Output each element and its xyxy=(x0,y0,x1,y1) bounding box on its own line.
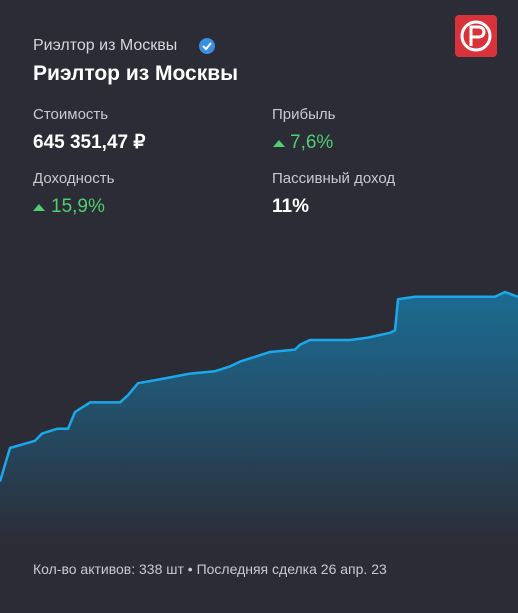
footer: Кол-во активов: 338 шт • Последняя сделк… xyxy=(33,561,387,577)
area xyxy=(0,292,518,545)
stat-value: 645 351,47 ₽ xyxy=(33,132,146,153)
subtitle: Риэлтор из Москвы xyxy=(33,37,178,54)
stat-label: Прибыль xyxy=(272,106,336,123)
title: Риэлтор из Москвы xyxy=(33,62,239,85)
stat-value: 11% xyxy=(272,196,309,217)
stat-label: Доходность xyxy=(33,170,115,187)
stat-value: 15,9% xyxy=(51,196,105,217)
stat-label: Стоимость xyxy=(33,106,109,123)
line xyxy=(0,290,518,482)
stat-label: Пассивный доход xyxy=(272,170,396,187)
stat-value: 7,6% xyxy=(290,132,334,153)
